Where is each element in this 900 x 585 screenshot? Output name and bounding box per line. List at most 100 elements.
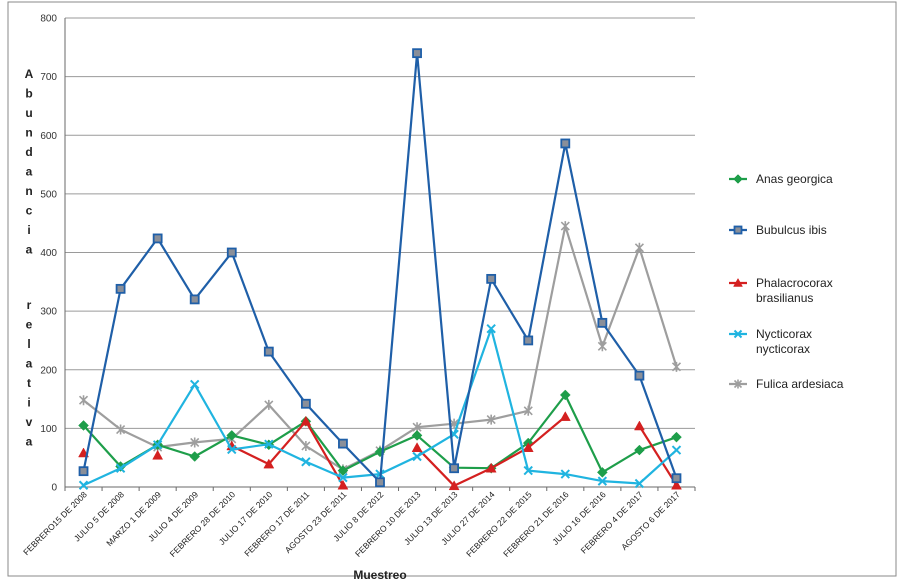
- y-axis-label-letter: a: [26, 243, 33, 257]
- y-axis-label-letter: b: [25, 87, 32, 101]
- y-tick-label: 700: [40, 72, 57, 83]
- data-point: [597, 476, 608, 486]
- y-axis-label-letter: a: [26, 435, 33, 449]
- chart-frame: [7, 1, 897, 577]
- y-axis-label-letter: i: [27, 223, 30, 237]
- y-axis-label-letter: a: [26, 357, 33, 371]
- data-point: [486, 414, 496, 425]
- y-tick-label: 100: [40, 424, 57, 435]
- data-point: [226, 430, 238, 441]
- legend-label: Fulica ardesiaca: [756, 377, 844, 391]
- data-point: [522, 442, 534, 452]
- series-line: [638, 425, 678, 486]
- data-point: [227, 444, 237, 455]
- legend-label: Bubulcus ibis: [756, 223, 827, 237]
- data-point: [78, 420, 89, 431]
- data-point: [560, 221, 570, 232]
- data-point: [116, 424, 126, 435]
- y-axis-label-letter: n: [25, 184, 32, 198]
- data-point: [633, 420, 645, 431]
- data-point: [337, 465, 349, 476]
- data-point: [733, 277, 743, 287]
- legend-label: nycticorax: [756, 342, 810, 356]
- data-point: [263, 346, 274, 357]
- data-point: [337, 479, 349, 490]
- data-point: [264, 439, 274, 449]
- data-point: [115, 463, 126, 473]
- data-point: [301, 457, 311, 467]
- legend-label: Phalacrocorax: [756, 276, 833, 290]
- legend-label: Anas georgica: [756, 172, 833, 186]
- data-point: [559, 389, 571, 401]
- data-point: [634, 370, 645, 381]
- data-point: [300, 415, 312, 426]
- data-point: [338, 438, 348, 449]
- y-axis-label-letter: c: [26, 204, 33, 218]
- data-point: [448, 480, 460, 491]
- data-point: [733, 329, 743, 339]
- data-point: [411, 442, 423, 452]
- legend-item: Anas georgica: [729, 172, 833, 186]
- y-axis-label-letter: t: [27, 376, 31, 390]
- data-point: [523, 465, 533, 476]
- data-point: [486, 273, 497, 284]
- data-point: [523, 335, 534, 346]
- y-tick-label: 0: [51, 483, 57, 494]
- data-point: [226, 247, 237, 258]
- data-point: [733, 174, 743, 184]
- data-point: [375, 477, 385, 488]
- y-axis-label-letter: a: [26, 165, 33, 179]
- series-lines: [78, 48, 682, 491]
- y-tick-label: 200: [40, 365, 57, 376]
- data-point: [300, 398, 311, 409]
- data-point: [597, 317, 608, 328]
- data-point: [412, 451, 422, 462]
- data-point: [152, 233, 163, 244]
- y-tick-labels: 0 100 200 300 400 500 600 700 800: [40, 14, 57, 494]
- data-point: [78, 466, 89, 477]
- legend-item: Bubulcus ibis: [729, 223, 827, 237]
- series-group: [78, 411, 682, 491]
- y-axis-label-letter: r: [27, 298, 32, 312]
- data-point: [264, 399, 274, 410]
- y-axis-label-letter: v: [26, 415, 33, 429]
- y-axis-label-letter: n: [25, 126, 32, 140]
- y-axis-label-letter: u: [25, 106, 32, 120]
- data-point: [733, 379, 743, 389]
- data-point: [634, 242, 644, 253]
- data-point: [449, 463, 460, 474]
- data-point: [78, 395, 89, 406]
- y-axis-label-letter: l: [27, 337, 30, 351]
- y-tick-label: 400: [40, 248, 57, 259]
- data-point: [338, 472, 348, 483]
- data-point: [671, 445, 682, 455]
- data-point: [152, 449, 164, 460]
- legend-label: brasilianus: [756, 291, 813, 305]
- data-point: [596, 466, 608, 478]
- data-point: [671, 479, 682, 490]
- data-point: [733, 225, 743, 235]
- gridlines: [65, 17, 695, 429]
- data-point: [671, 431, 682, 443]
- data-point: [671, 361, 682, 372]
- legend: Anas georgica Bubulcus ibis Phalacrocoraxb…: [729, 172, 844, 391]
- x-axis-label: Muestreo: [353, 568, 406, 580]
- data-point: [523, 405, 533, 416]
- legend-label: Nycticorax: [756, 327, 812, 341]
- data-point: [301, 440, 311, 451]
- data-point: [189, 379, 200, 390]
- data-point: [411, 430, 423, 441]
- y-tick-label: 300: [40, 307, 57, 318]
- y-tick-label: 500: [40, 189, 57, 200]
- data-point: [412, 48, 422, 59]
- data-point: [190, 437, 200, 448]
- data-point: [560, 138, 571, 149]
- y-axis-label-letter: d: [25, 145, 32, 159]
- y-axis-label-letter: i: [27, 396, 30, 410]
- data-point: [486, 324, 496, 334]
